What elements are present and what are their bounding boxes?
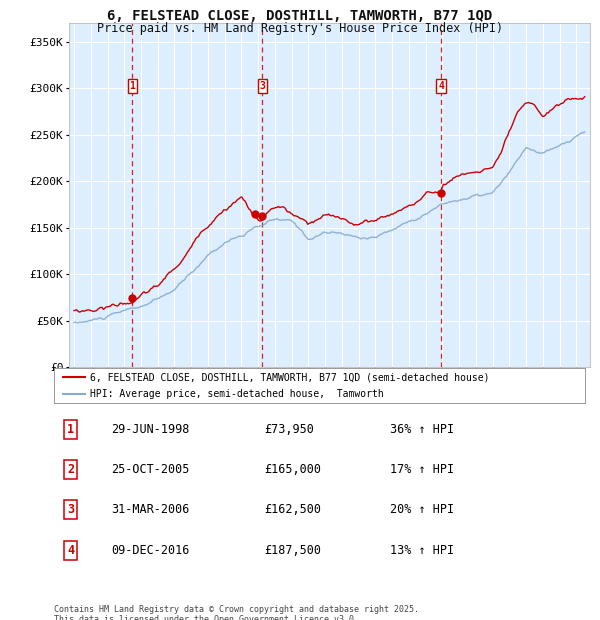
Text: 4: 4 [67,544,74,557]
Text: 4: 4 [439,81,444,91]
Text: Price paid vs. HM Land Registry's House Price Index (HPI): Price paid vs. HM Land Registry's House … [97,22,503,35]
Text: Contains HM Land Registry data © Crown copyright and database right 2025.
This d: Contains HM Land Registry data © Crown c… [54,604,419,620]
Text: 13% ↑ HPI: 13% ↑ HPI [390,544,454,557]
Text: £162,500: £162,500 [264,503,321,516]
Text: 2: 2 [67,463,74,476]
Text: £73,950: £73,950 [264,423,314,436]
Text: 1: 1 [67,423,74,436]
Text: 6, FELSTEAD CLOSE, DOSTHILL, TAMWORTH, B77 1QD (semi-detached house): 6, FELSTEAD CLOSE, DOSTHILL, TAMWORTH, B… [90,372,490,383]
Text: 3: 3 [259,81,265,91]
Text: 17% ↑ HPI: 17% ↑ HPI [390,463,454,476]
Text: 09-DEC-2016: 09-DEC-2016 [111,544,190,557]
Text: 36% ↑ HPI: 36% ↑ HPI [390,423,454,436]
Text: 29-JUN-1998: 29-JUN-1998 [111,423,190,436]
Text: 6, FELSTEAD CLOSE, DOSTHILL, TAMWORTH, B77 1QD: 6, FELSTEAD CLOSE, DOSTHILL, TAMWORTH, B… [107,9,493,24]
Text: 1: 1 [130,81,136,91]
Text: 31-MAR-2006: 31-MAR-2006 [111,503,190,516]
Text: 3: 3 [67,503,74,516]
Text: £187,500: £187,500 [264,544,321,557]
Text: 25-OCT-2005: 25-OCT-2005 [111,463,190,476]
Text: 20% ↑ HPI: 20% ↑ HPI [390,503,454,516]
Text: HPI: Average price, semi-detached house,  Tamworth: HPI: Average price, semi-detached house,… [90,389,384,399]
Text: £165,000: £165,000 [264,463,321,476]
